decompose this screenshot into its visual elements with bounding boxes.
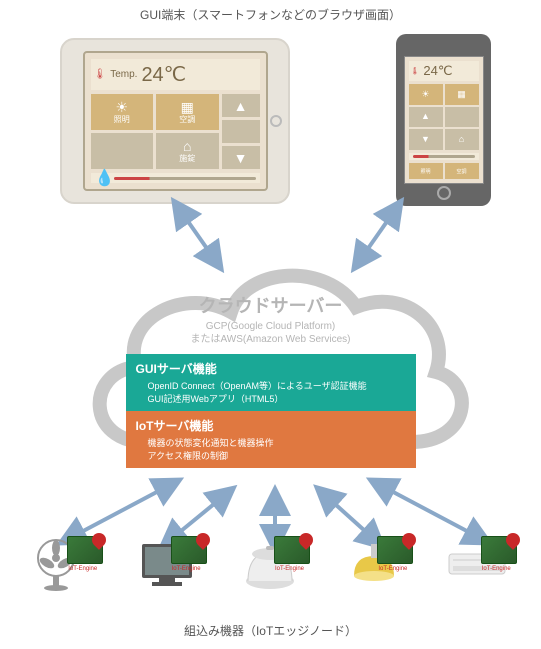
tablet-home-button <box>270 115 282 127</box>
phone-home-button <box>437 186 451 200</box>
thermometer-icon: 🌡 <box>94 69 107 80</box>
down-button: ▼ <box>222 146 260 169</box>
iot-title: IoTサーバ機能 <box>136 417 406 434</box>
cloud-title: クラウドサーバー <box>126 292 416 318</box>
ac-button: ▦空調 <box>156 94 219 130</box>
down-button-phone: ▼ <box>409 129 443 150</box>
device-ac <box>430 536 525 611</box>
thermometer-icon: 🌡 <box>411 67 420 75</box>
slider: 💧 <box>91 173 260 183</box>
button-grid-phone: ☀ ▦ ▲ ▼ ⌂ <box>409 84 479 150</box>
cloud-content: クラウドサーバー GCP(Google Cloud Platform)またはAW… <box>126 292 416 468</box>
iot-chip <box>67 536 103 564</box>
tablet-screen: 🌡 Temp. 24℃ ☀照明 ▦空調 ⌂施錠 ▲ ▼ 💧 <box>83 51 268 191</box>
light-button: ☀照明 <box>91 94 154 130</box>
blank-phone <box>445 107 479 128</box>
phone-device: 🌡 24℃ ☀ ▦ ▲ ▼ ⌂ 照明 空調 <box>396 34 491 206</box>
lock-phone: ⌂ <box>445 129 479 150</box>
gui-line1: OpenID Connect（OpenAM等）によるユーザ認証機能 <box>136 380 406 393</box>
button-grid: ☀照明 ▦空調 ⌂施錠 <box>91 94 219 169</box>
gui-server-box: GUIサーバ機能 OpenID Connect（OpenAM等）によるユーザ認証… <box>126 354 416 411</box>
iot-chip <box>274 536 310 564</box>
device-lamp <box>326 536 421 611</box>
gui-title: GUIサーバ機能 <box>136 360 406 377</box>
gui-line2: GUI記述用Webアプリ（HTML5） <box>136 393 406 406</box>
iot-server-box: IoTサーバ機能 機器の状態変化通知と機器操作 アクセス権限の制御 <box>126 411 416 468</box>
temp-value-phone: 24℃ <box>423 63 452 79</box>
top-label: GUI端末（スマートフォンなどのブラウザ画面） <box>0 6 541 23</box>
ac-button-phone: ▦ <box>445 84 479 105</box>
phone-screen: 🌡 24℃ ☀ ▦ ▲ ▼ ⌂ 照明 空調 <box>404 56 484 184</box>
temp-value: 24℃ <box>141 62 186 87</box>
blank-button <box>91 133 154 169</box>
iot-chip <box>377 536 413 564</box>
device-fan <box>16 536 111 611</box>
device-cooker <box>223 536 318 611</box>
cloud-server: クラウドサーバー GCP(Google Cloud Platform)またはAW… <box>66 242 476 502</box>
iot-line2: アクセス権限の制御 <box>136 450 406 463</box>
device-tv <box>120 536 215 611</box>
iot-line1: 機器の状態変化通知と機器操作 <box>136 437 406 450</box>
up-button: ▲ <box>222 94 260 117</box>
temp-label: Temp. <box>110 69 137 80</box>
up-button-phone: ▲ <box>409 107 443 128</box>
bottom-label: 組込み機器（IoTエッジノード） <box>0 622 541 639</box>
p-btn2: 空調 <box>445 163 479 179</box>
light-button-phone: ☀ <box>409 84 443 105</box>
tablet-device: 🌡 Temp. 24℃ ☀照明 ▦空調 ⌂施錠 ▲ ▼ 💧 <box>60 38 290 204</box>
slider-phone <box>409 153 479 160</box>
iot-chip <box>171 536 207 564</box>
temp-display: 🌡 Temp. 24℃ <box>91 59 260 90</box>
temp-display-phone: 🌡 24℃ <box>409 61 479 81</box>
devices-row <box>0 531 541 611</box>
cloud-subtitle: GCP(Google Cloud Platform)またはAWS(Amazon … <box>126 320 416 346</box>
p-btn1: 照明 <box>409 163 443 179</box>
mid-button <box>222 120 260 143</box>
lock-button: ⌂施錠 <box>156 133 219 169</box>
iot-chip <box>481 536 517 564</box>
